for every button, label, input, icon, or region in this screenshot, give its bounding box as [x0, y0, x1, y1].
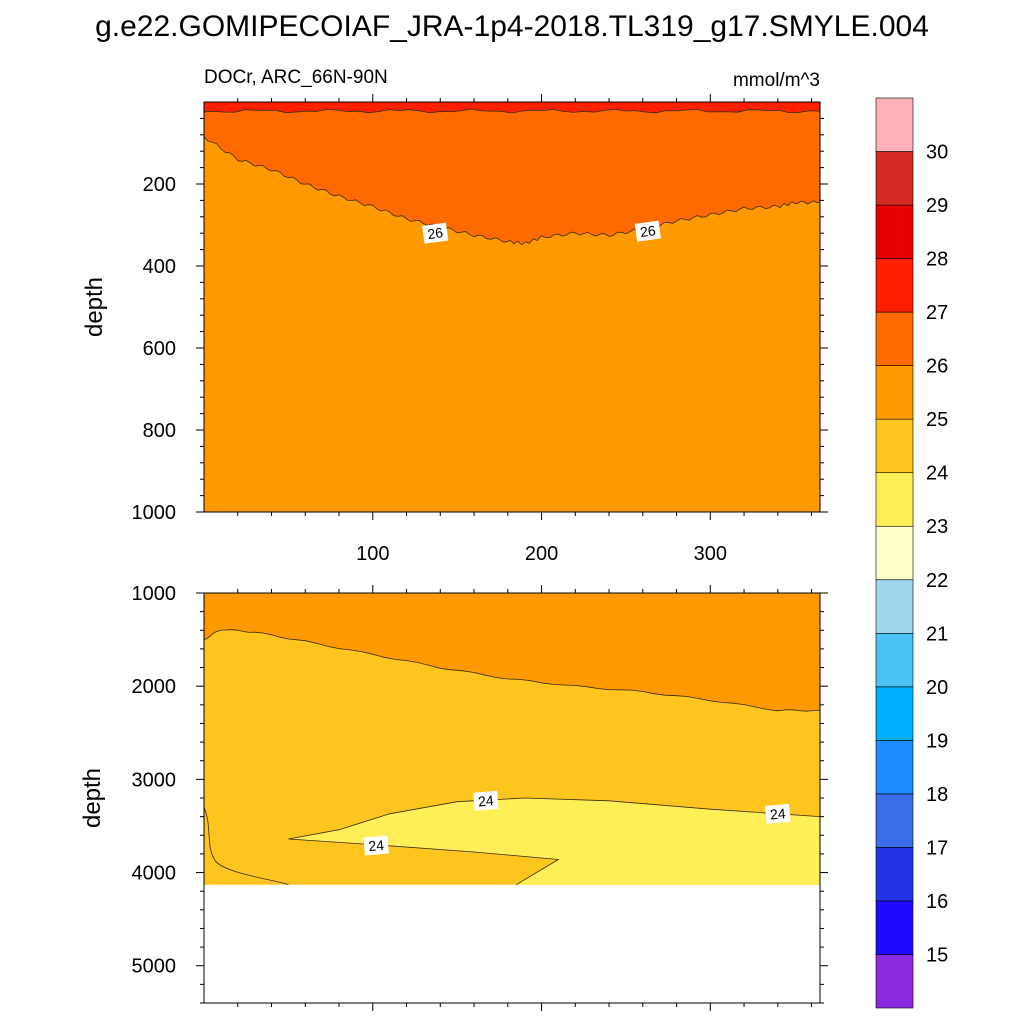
- svg-text:26: 26: [426, 224, 444, 242]
- colorbar-label: 30: [926, 142, 948, 164]
- x-tick-label: 300: [694, 543, 727, 565]
- upper-ticks: [196, 94, 828, 520]
- colorbar-label: 28: [926, 249, 948, 271]
- y-tick-label: 1000: [132, 502, 177, 524]
- colorbar-label: 15: [926, 944, 948, 966]
- contour-label: 24: [473, 790, 499, 811]
- region-23-24: [288, 798, 820, 885]
- colorbar-label: 17: [926, 837, 948, 859]
- colorbar-swatch: [875, 525, 914, 581]
- colorbar-label: 22: [926, 570, 948, 592]
- upper-panel: 200 400 600 800 1000 100 200 300 26 26 depth: [81, 94, 828, 565]
- y-tick-label: 2000: [132, 676, 177, 698]
- svg-text:26: 26: [639, 222, 657, 240]
- y-tick-label: 5000: [132, 956, 177, 978]
- lower-panel: 1000 2000 3000 4000 5000 24 24 24 depth: [79, 583, 828, 1011]
- y-tick-label: 3000: [132, 769, 177, 791]
- colorbar-swatch: [875, 472, 914, 527]
- upper-x-tick-labels: 100 200 300: [356, 543, 727, 565]
- colorbar-swatch: [875, 793, 914, 848]
- lower-y-tick-labels: 1000 2000 3000 4000 5000: [132, 583, 177, 978]
- contour-label: 26: [422, 222, 449, 244]
- upper-y-axis-label: depth: [81, 277, 108, 337]
- colorbar-swatch: [875, 258, 914, 313]
- colorbar-swatch: [875, 954, 914, 1009]
- x-tick-label: 200: [525, 543, 558, 565]
- subtitle-right-units: mmol/m^3: [733, 70, 820, 91]
- colorbar-label: 16: [926, 891, 948, 913]
- lower-ticks: [196, 585, 828, 1011]
- contour-line-25: [203, 629, 821, 712]
- colorbar-swatch: [875, 900, 914, 955]
- subtitle-left: DOCr, ARC_66N-90N: [204, 67, 388, 88]
- colorbar-swatch: [875, 311, 914, 366]
- figure-title: g.e22.GOMIPECOIAF_JRA-1p4-2018.TL319_g17…: [95, 10, 929, 43]
- x-tick-label: 100: [356, 543, 389, 565]
- y-tick-label: 800: [143, 420, 176, 442]
- colorbar-label: 19: [926, 730, 948, 752]
- colorbar-label: 23: [926, 516, 948, 538]
- colorbar-swatch: [875, 740, 914, 795]
- colorbar-label: 24: [926, 463, 948, 485]
- colorbar-label: 25: [926, 409, 948, 431]
- contour-label: 24: [363, 835, 389, 856]
- y-tick-label: 400: [143, 256, 176, 278]
- y-tick-label: 4000: [132, 863, 177, 885]
- contour-line-24: [203, 797, 821, 886]
- colorbar-swatch: [875, 579, 914, 634]
- colorbar-label: 29: [926, 195, 948, 217]
- colorbar-swatch: [875, 847, 914, 902]
- contour-line-26: [203, 136, 821, 245]
- y-tick-label: 600: [143, 338, 176, 360]
- colorbar: 15 16 17 18 19 20 21 22 23 24 25 26 27 28 29 30: [875, 97, 948, 1009]
- colorbar-swatch: [875, 632, 914, 688]
- colorbar-swatch: [875, 204, 914, 259]
- colorbar-swatch: [875, 686, 914, 741]
- y-tick-label: 200: [143, 174, 176, 196]
- lower-contour-labels: 24 24 24: [363, 790, 791, 856]
- colorbar-label: 21: [926, 623, 948, 645]
- upper-plot-frame: [203, 101, 821, 513]
- contour-line-27: [203, 108, 821, 114]
- region-26-27: [204, 102, 820, 245]
- upper-y-tick-labels: 200 400 600 800 1000: [132, 174, 177, 524]
- svg-text:24: 24: [477, 792, 494, 809]
- colorbar-swatch: [875, 97, 914, 152]
- colorbar-label: 27: [926, 302, 948, 324]
- upper-contour-labels: 26 26: [422, 220, 661, 244]
- colorbar-swatch: [875, 151, 914, 206]
- colorbar-label: 26: [926, 356, 948, 378]
- colorbar-swatch: [875, 365, 914, 420]
- colorbar-swatch: [875, 418, 914, 474]
- contour-label: 24: [765, 803, 791, 824]
- colorbar-label: 18: [926, 784, 948, 806]
- svg-text:24: 24: [769, 805, 786, 822]
- y-tick-label: 1000: [132, 583, 177, 605]
- colorbar-label: 20: [926, 677, 948, 699]
- lower-y-axis-label: depth: [79, 768, 106, 828]
- svg-text:24: 24: [368, 837, 385, 854]
- region-27-28: [204, 102, 820, 113]
- contour-label: 26: [634, 220, 661, 242]
